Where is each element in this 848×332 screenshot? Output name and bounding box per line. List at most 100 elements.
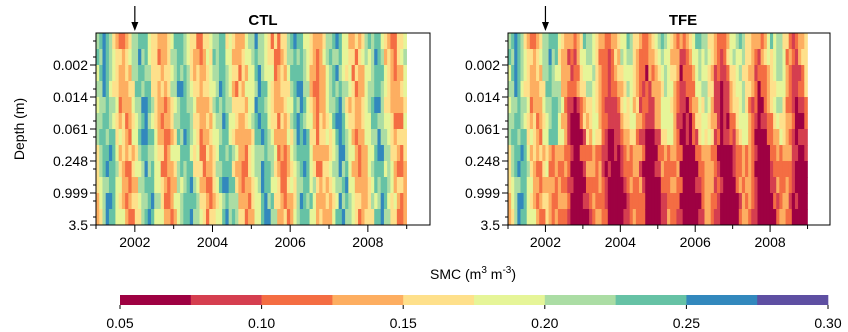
heatmap-cell [222,129,226,146]
heatmap-cell [754,113,758,130]
heatmap-cell [638,65,643,82]
heatmap-cell [390,129,395,146]
heatmap-cell [776,209,780,226]
heatmap-cell [193,193,197,210]
heatmap-cell [325,209,330,226]
heatmap-cell [595,49,599,66]
heatmap-cell [267,97,272,114]
heatmap-cell [723,65,727,82]
heatmap-cell [648,145,652,162]
heatmap-cell [322,33,327,50]
heatmap-cell [354,113,359,130]
heatmap-cell [105,33,110,50]
heatmap-cell [231,177,236,194]
heatmap-cell [400,145,404,162]
heatmap-cell [293,161,297,178]
heatmap-cell [257,129,262,146]
heatmap-cell [564,177,568,194]
heatmap-cell [251,161,255,178]
heatmap-cell [614,209,618,226]
heatmap-cell [635,161,640,178]
heatmap-cell [660,209,665,226]
heatmap-cell [332,145,336,162]
heatmap-cell [785,97,790,114]
heatmap-cell [582,193,587,210]
heatmap-cell [601,193,606,210]
heatmap-cell [299,49,304,66]
heatmap-cell [698,129,702,146]
heatmap-cell [638,145,643,162]
heatmap-cell [348,113,352,130]
heatmap-cell [335,145,340,162]
heatmap-cell [610,65,615,82]
heatmap-cell [335,65,340,82]
heatmap-cell [626,161,631,178]
heatmap-cell [589,145,593,162]
heatmap-cell [598,129,602,146]
heatmap-cell [312,145,317,162]
heatmap-cell [403,177,407,194]
heatmap-cell [536,33,540,50]
heatmap-cell [748,177,752,194]
heatmap-cell [614,33,618,50]
colorbar-bin [686,295,758,305]
heatmap-cell [610,113,615,130]
heatmap-cell [707,193,712,210]
heatmap-cell [199,145,204,162]
heatmap-cell [682,65,687,82]
heatmap-cell [545,113,549,130]
heatmap-cell [804,33,808,50]
heatmap-cell [573,177,578,194]
heatmap-cell [592,49,596,66]
heatmap-cell [539,49,543,66]
heatmap-cell [620,145,624,162]
heatmap-cell [595,97,599,114]
heatmap-cell [306,129,310,146]
heatmap-cell [383,81,388,98]
heatmap-cell [667,145,671,162]
heatmap-cell [660,65,665,82]
heatmap-cell [370,145,375,162]
heatmap-cell [794,97,799,114]
heatmap-cell [215,161,220,178]
heatmap-cell [125,33,129,50]
heatmap-cell [735,129,740,146]
heatmap-cell [387,49,391,66]
heatmap-cell [157,193,162,210]
heatmap-cell [620,33,624,50]
heatmap-cell [154,33,158,50]
heatmap-cell [732,209,737,226]
heatmap-cell [713,177,718,194]
heatmap-cell [270,193,275,210]
heatmap-cell [635,81,640,98]
heatmap-cell [773,209,777,226]
heatmap-cell [102,145,107,162]
heatmap-cell [403,145,407,162]
heatmap-cell [801,49,805,66]
heatmap-cell [260,49,265,66]
y-axis-label: Depth (m) [11,98,27,160]
heatmap-cell [701,129,705,146]
heatmap-cell [679,145,684,162]
heatmap-cell [189,145,194,162]
heatmap-cell [645,193,649,210]
heatmap-cell [283,65,288,82]
heatmap-cell [128,33,132,50]
heatmap-cell [723,33,727,50]
heatmap-cell [322,65,327,82]
heatmap-cell [160,33,165,50]
heatmap-cell [536,97,540,114]
heatmap-cell [144,161,149,178]
heatmap-cell [403,209,407,226]
heatmap-cell [312,161,317,178]
heatmap-cell [322,145,327,162]
heatmap-cell [176,49,181,66]
heatmap-cell [716,65,721,82]
heatmap-cell [296,161,301,178]
heatmap-cell [564,33,568,50]
colorbar-bin [120,295,192,305]
heatmap-cell [131,145,136,162]
heatmap-cell [763,113,768,130]
heatmap-cell [257,113,262,130]
heatmap-cell [791,209,796,226]
